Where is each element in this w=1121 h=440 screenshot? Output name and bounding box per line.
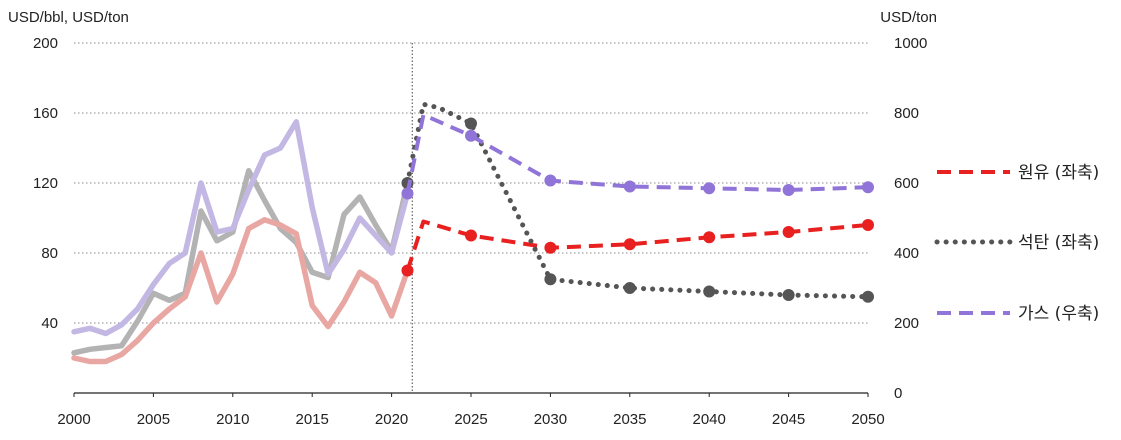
y-left-tick-label-120: 120 [33, 175, 58, 192]
y-right-tick-label-0: 0 [894, 385, 902, 402]
x-tick-label-2050: 2050 [851, 411, 884, 428]
x-tick-label-2000: 2000 [57, 411, 90, 428]
coal-marker-2045 [782, 289, 795, 301]
coal-marker-2025 [465, 117, 477, 130]
y-left-tick-label-80: 80 [41, 245, 58, 262]
y-left-tick-label-160: 160 [33, 105, 58, 122]
gas-marker-2035 [623, 180, 636, 193]
oil-history-line [71, 217, 411, 365]
x-tick-label-2020: 2020 [375, 411, 408, 428]
oil-marker-2030 [544, 241, 557, 254]
oil-marker-2050 [862, 219, 874, 231]
oil-marker-2025 [465, 229, 477, 242]
oil-marker-2040 [703, 231, 716, 244]
gas-marker-2050 [862, 181, 874, 194]
y-right-tick-label-200: 200 [894, 315, 919, 332]
coal-marker-2035 [623, 282, 636, 294]
coal-marker-2040 [703, 285, 716, 298]
x-tick-label-2015: 2015 [296, 411, 329, 428]
gas-history-line [71, 119, 411, 337]
x-tick-label-2035: 2035 [613, 411, 646, 428]
x-tick-label-2040: 2040 [693, 411, 726, 428]
oil-marker-2035 [623, 238, 636, 251]
gas-legend-label: 가스 (우축) [1018, 304, 1099, 324]
legend: 원유 (좌축) 석탄 (좌축) 가스 (우축) [934, 163, 1099, 324]
x-tick-label-2010: 2010 [216, 411, 249, 428]
left-axis-unit-label: USD/bbl, USD/ton [8, 9, 129, 26]
oil-marker-2045 [782, 226, 795, 238]
gas-marker-2025 [465, 129, 477, 142]
x-tick-label-2005: 2005 [137, 411, 170, 428]
coal-forecast-line [405, 101, 871, 300]
x-tick-label-2045: 2045 [772, 411, 805, 428]
gridlines [74, 42, 868, 324]
y-right-tick-label-1000: 1000 [894, 35, 927, 52]
coal-marker-2030 [544, 273, 557, 286]
coal-marker-2050 [862, 290, 874, 303]
axes: 2000 2005 2010 2015 2020 2025 2030 2035 2040 2045… [33, 35, 927, 428]
right-axis-unit-label: USD/ton [880, 9, 937, 26]
oil-legend-label: 원유 (좌축) [1018, 163, 1099, 183]
y-right-tick-label-400: 400 [894, 245, 919, 262]
gas-forecast-line [405, 112, 869, 194]
gas-marker-2030 [544, 174, 557, 187]
x-tick-label-2025: 2025 [454, 411, 487, 428]
y-left-tick-label-40: 40 [41, 315, 58, 332]
gas-marker-2040 [703, 182, 716, 195]
series-lines [71, 101, 874, 365]
oil-marker-2021 [401, 264, 414, 277]
y-right-tick-label-600: 600 [894, 175, 919, 192]
coal-legend-label: 석탄 (좌축) [1018, 233, 1099, 253]
coal-history-line [71, 168, 411, 356]
y-right-tick-label-800: 800 [894, 105, 919, 122]
oil-forecast-line [405, 219, 869, 272]
gas-marker-2045 [782, 184, 795, 196]
y-left-tick-label-200: 200 [33, 35, 58, 52]
gas-marker-2021 [401, 187, 414, 200]
x-tick-label-2030: 2030 [534, 411, 567, 428]
